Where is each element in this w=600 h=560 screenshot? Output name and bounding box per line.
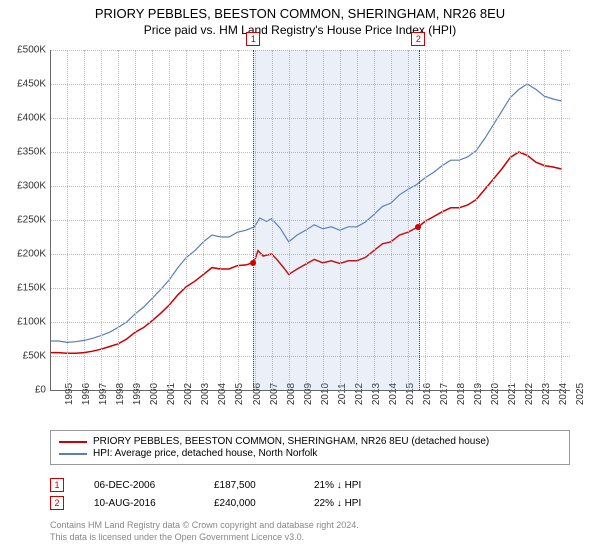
event-price: £240,000 xyxy=(214,498,284,509)
event-price: £187,500 xyxy=(214,480,284,491)
x-axis-label: 2025 xyxy=(561,383,586,405)
y-axis-label: £250K xyxy=(17,215,46,226)
shaded-date-range xyxy=(253,50,420,390)
y-axis-label: £50K xyxy=(23,351,46,362)
chart-container: PRIORY PEBBLES, BEESTON COMMON, SHERINGH… xyxy=(0,0,600,560)
event-date: 06-DEC-2006 xyxy=(94,480,184,491)
y-axis-label: £100K xyxy=(17,317,46,328)
y-axis-label: £400K xyxy=(17,113,46,124)
legend-item: PRIORY PEBBLES, BEESTON COMMON, SHERINGH… xyxy=(59,436,561,447)
y-axis-label: £300K xyxy=(17,181,46,192)
footer-attribution: Contains HM Land Registry data © Crown c… xyxy=(50,520,570,543)
events-table: 1 06-DEC-2006 £187,500 21% ↓ HPI 2 10-AU… xyxy=(50,474,570,514)
legend-swatch xyxy=(59,441,87,443)
legend-label: HPI: Average price, detached house, Nort… xyxy=(93,448,317,459)
footer-line: This data is licensed under the Open Gov… xyxy=(50,532,570,544)
event-marker-icon: 1 xyxy=(50,478,64,492)
event-diff: 21% ↓ HPI xyxy=(314,480,414,491)
event-date: 10-AUG-2016 xyxy=(94,498,184,509)
event-dot-1 xyxy=(250,260,256,266)
chart-title: PRIORY PEBBLES, BEESTON COMMON, SHERINGH… xyxy=(0,6,600,21)
footer-line: Contains HM Land Registry data © Crown c… xyxy=(50,520,570,532)
event-dot-2 xyxy=(415,224,421,230)
legend-item: HPI: Average price, detached house, Nort… xyxy=(59,448,561,459)
event-marker-2: 2 xyxy=(411,32,425,46)
y-axis-label: £450K xyxy=(17,79,46,90)
y-axis-label: £350K xyxy=(17,147,46,158)
plot-area: £0£50K£100K£150K£200K£250K£300K£350K£400… xyxy=(50,50,570,390)
chart-subtitle: Price paid vs. HM Land Registry's House … xyxy=(0,23,600,37)
y-axis-label: £200K xyxy=(17,249,46,260)
event-diff: 22% ↓ HPI xyxy=(314,498,414,509)
event-row: 1 06-DEC-2006 £187,500 21% ↓ HPI xyxy=(50,478,570,492)
event-marker-icon: 2 xyxy=(50,496,64,510)
title-block: PRIORY PEBBLES, BEESTON COMMON, SHERINGH… xyxy=(0,0,600,37)
legend-swatch xyxy=(59,453,87,455)
y-axis-label: £150K xyxy=(17,283,46,294)
event-marker-1: 1 xyxy=(246,32,260,46)
legend: PRIORY PEBBLES, BEESTON COMMON, SHERINGH… xyxy=(50,430,570,465)
y-axis-label: £0 xyxy=(35,385,46,396)
event-row: 2 10-AUG-2016 £240,000 22% ↓ HPI xyxy=(50,496,570,510)
y-axis-label: £500K xyxy=(17,45,46,56)
legend-label: PRIORY PEBBLES, BEESTON COMMON, SHERINGH… xyxy=(93,436,489,447)
